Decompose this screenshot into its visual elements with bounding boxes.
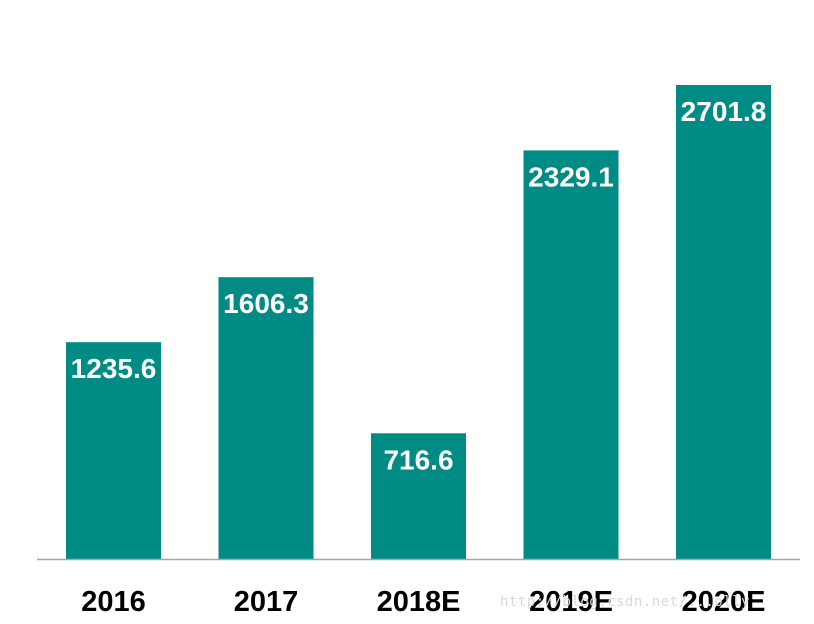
bar-2020E	[676, 85, 771, 559]
bar-2019E	[523, 150, 619, 559]
watermark: http://blog.csdn.net/...olly	[500, 594, 751, 610]
bar-2016	[66, 342, 161, 559]
bar-2017	[218, 277, 314, 559]
x-tick-label-2019E: 2019E	[529, 586, 613, 618]
x-tick-label-2016: 2016	[81, 586, 146, 618]
data-label-2018E: 716.6	[383, 444, 453, 475]
x-tick-label-2018E: 2018E	[377, 586, 461, 618]
x-tick-label-2017: 2017	[234, 586, 299, 618]
data-label-2016: 1235.6	[71, 353, 157, 384]
x-tick-label-2020E: 2020E	[682, 586, 766, 618]
data-label-2020E: 2701.8	[681, 96, 767, 127]
data-label-2017: 1606.3	[223, 288, 309, 319]
bar-2018E	[371, 433, 466, 559]
data-label-2019E: 2329.1	[528, 161, 614, 192]
